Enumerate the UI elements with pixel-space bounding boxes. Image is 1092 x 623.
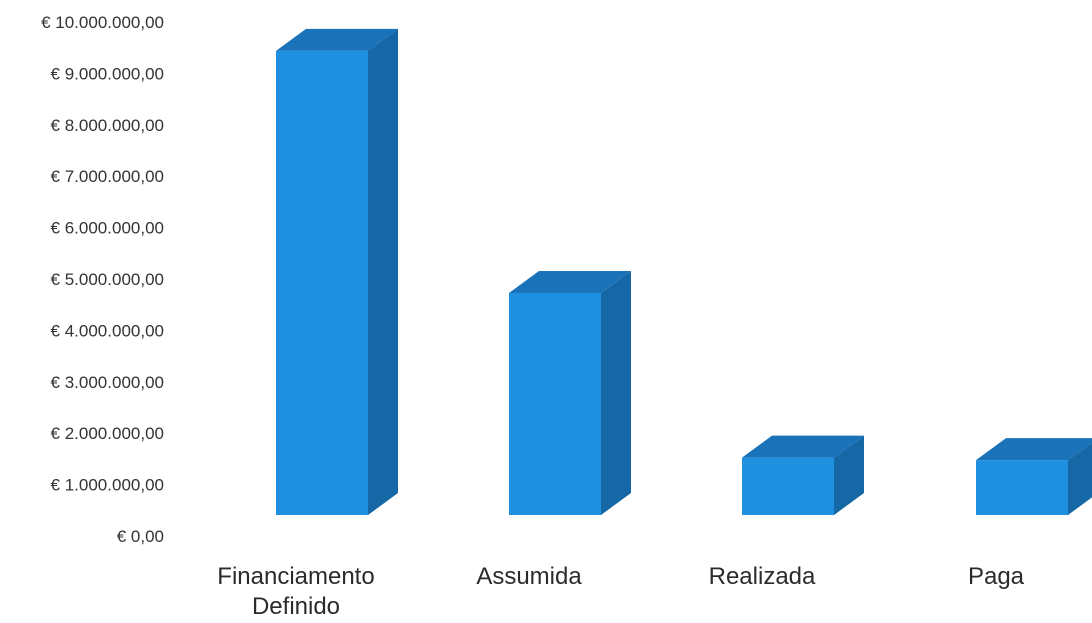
bar (742, 435, 864, 515)
y-tick-label: € 5.000.000,00 (51, 270, 164, 289)
x-tick-label: Realizada (709, 563, 816, 590)
bar-top-face (976, 438, 1092, 461)
y-tick-label: € 0,00 (117, 527, 164, 546)
bar-top-face (276, 28, 398, 51)
bar-top-face (509, 270, 631, 293)
x-axis-tick-labels: Financiamento Definido Assumida Realizada Pa… (217, 563, 1024, 620)
y-tick-label: € 8.000.000,00 (51, 116, 164, 135)
bar (976, 438, 1092, 515)
y-tick-label: € 7.000.000,00 (51, 167, 164, 186)
bar-front-face (742, 457, 834, 515)
bar-front-face (976, 460, 1068, 515)
y-axis-tick-labels: € 0,00 € 1.000.000,00 € 2.000.000,00 € 3.00… (41, 13, 164, 546)
bars-group (276, 28, 1092, 516)
bar (509, 270, 631, 515)
bar-side-face (368, 28, 398, 516)
y-tick-label: € 2.000.000,00 (51, 424, 164, 443)
bar-side-face (1068, 442, 1092, 515)
y-tick-label: € 6.000.000,00 (51, 219, 164, 238)
bar (276, 28, 398, 516)
bar-top-face (742, 435, 864, 458)
x-tick-label: Definido (252, 593, 340, 620)
bar-front-face (276, 50, 368, 516)
y-tick-label: € 3.000.000,00 (51, 373, 164, 392)
bar-side-face (834, 435, 864, 515)
x-tick-label: Financiamento (217, 563, 374, 590)
y-tick-label: € 10.000.000,00 (41, 13, 164, 32)
bar-side-face (601, 270, 631, 515)
y-tick-label: € 4.000.000,00 (51, 321, 164, 340)
y-tick-label: € 1.000.000,00 (51, 476, 164, 495)
x-tick-label: Paga (968, 563, 1025, 590)
bar-front-face (509, 292, 601, 515)
x-tick-label: Assumida (476, 563, 582, 590)
y-tick-label: € 9.000.000,00 (51, 64, 164, 83)
